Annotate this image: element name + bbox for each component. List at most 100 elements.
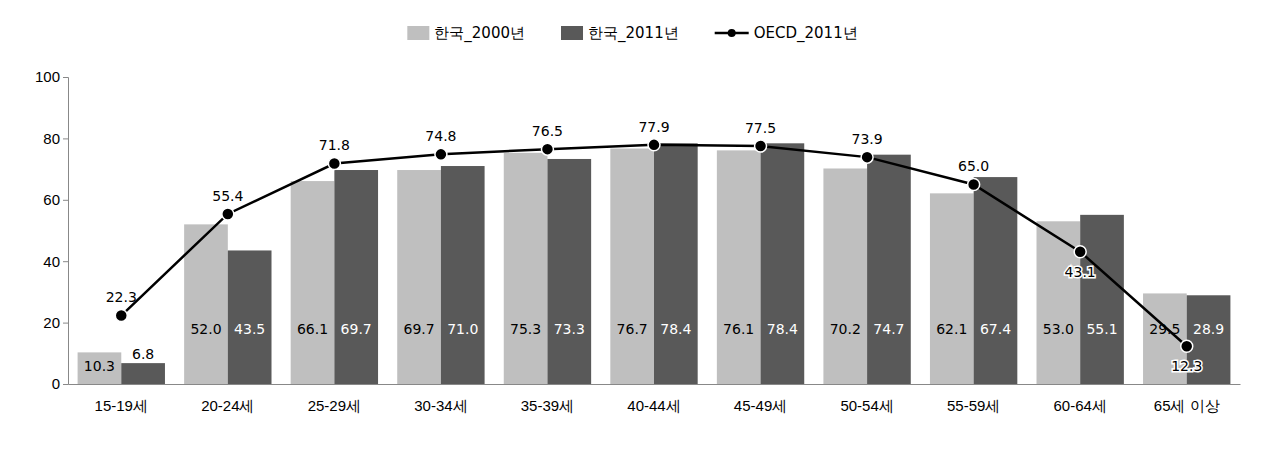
tick: 40-44세 bbox=[627, 397, 680, 414]
legend-swatch bbox=[407, 26, 429, 40]
tick: 0 bbox=[52, 375, 68, 392]
data-label: 77.5 bbox=[745, 120, 776, 136]
bar bbox=[291, 181, 335, 384]
axis-line bbox=[69, 384, 1241, 385]
data-label: 76.1 bbox=[723, 321, 754, 337]
tick-label: 45-49세 bbox=[734, 397, 787, 414]
tick-label: 50-54세 bbox=[840, 397, 893, 414]
marker bbox=[115, 310, 127, 322]
bar-series bbox=[78, 149, 1187, 384]
marker bbox=[1181, 340, 1193, 352]
marker bbox=[222, 208, 234, 220]
tick: 35-39세 bbox=[521, 397, 574, 414]
data-label: 70.2 bbox=[830, 321, 861, 337]
bar bbox=[823, 168, 867, 384]
axis-line bbox=[63, 78, 69, 385]
tick-label: 40-44세 bbox=[627, 397, 680, 414]
data-label: 78.4 bbox=[767, 321, 798, 337]
data-label: 69.7 bbox=[341, 321, 372, 337]
tick: 20-24세 bbox=[201, 397, 254, 414]
tick-label: 25-29세 bbox=[308, 397, 361, 414]
bar bbox=[610, 149, 654, 384]
bar bbox=[441, 166, 485, 384]
tick-label: 80 bbox=[43, 130, 60, 147]
data-label: 10.3 bbox=[84, 358, 115, 374]
tick: 45-49세 bbox=[734, 397, 787, 414]
marker bbox=[755, 140, 767, 152]
tick-label: 65세 이상 bbox=[1154, 397, 1220, 414]
data-label: 12.3 bbox=[1171, 358, 1202, 374]
marker bbox=[328, 158, 340, 170]
data-label: 74.8 bbox=[425, 128, 456, 144]
tick-label: 100 bbox=[35, 68, 60, 85]
data-label: 43.1 bbox=[1065, 264, 1096, 280]
tick-mark bbox=[63, 77, 68, 78]
data-label: 73.9 bbox=[852, 131, 883, 147]
tick-mark bbox=[63, 200, 68, 201]
tick-mark bbox=[63, 138, 68, 139]
bar bbox=[761, 143, 805, 384]
data-label: 76.7 bbox=[617, 321, 648, 337]
data-label: 77.9 bbox=[638, 119, 669, 135]
data-label: 55.1 bbox=[1086, 321, 1117, 337]
tick: 55-59세 bbox=[947, 397, 1000, 414]
plot-marks bbox=[78, 139, 1231, 384]
tick: 30-34세 bbox=[414, 397, 467, 414]
data-label: 55.4 bbox=[212, 188, 243, 204]
tick: 50-54세 bbox=[840, 397, 893, 414]
tick: 40 bbox=[43, 253, 68, 270]
bar bbox=[1080, 215, 1124, 384]
legend-marker bbox=[728, 29, 736, 37]
data-label: 53.0 bbox=[1043, 321, 1074, 337]
data-label: 75.3 bbox=[510, 321, 541, 337]
marker bbox=[435, 148, 447, 160]
tick: 100 bbox=[35, 68, 68, 85]
data-label: 78.4 bbox=[660, 321, 691, 337]
bar bbox=[334, 170, 378, 384]
data-label: 76.5 bbox=[532, 123, 563, 139]
tick-label: 0 bbox=[52, 375, 60, 392]
tick-label: 35-39세 bbox=[521, 397, 574, 414]
data-label: 67.4 bbox=[980, 321, 1011, 337]
tick-label: 55-59세 bbox=[947, 397, 1000, 414]
marker bbox=[1074, 246, 1086, 258]
legend-item: 한국_2011년 bbox=[561, 24, 679, 43]
tick: 25-29세 bbox=[308, 397, 361, 414]
legend-swatch bbox=[561, 26, 583, 40]
bar bbox=[867, 155, 911, 384]
legend-item: 한국_2000년 bbox=[407, 24, 525, 43]
legend-label: 한국_2011년 bbox=[588, 24, 679, 43]
data-label: 28.9 bbox=[1193, 321, 1224, 337]
legend-item: OECD_2011년 bbox=[715, 24, 858, 43]
tick-mark bbox=[63, 261, 68, 262]
data-label: 73.3 bbox=[554, 321, 585, 337]
bar bbox=[78, 352, 122, 384]
legend: 한국_2000년 한국_2011년 OECD_2011년 bbox=[407, 24, 857, 43]
tick-label: 60 bbox=[43, 191, 60, 208]
data-label: 69.7 bbox=[403, 321, 434, 337]
tick: 60 bbox=[43, 191, 68, 208]
tick-label: 20 bbox=[43, 314, 60, 331]
bar bbox=[717, 150, 761, 384]
tick-label: 30-34세 bbox=[414, 397, 467, 414]
tick: 80 bbox=[43, 130, 68, 147]
data-label: 65.0 bbox=[958, 158, 989, 174]
bar bbox=[547, 159, 591, 384]
data-label: 71.0 bbox=[447, 321, 478, 337]
marker bbox=[541, 143, 553, 155]
tick-label: 15-19세 bbox=[95, 397, 148, 414]
data-label: 71.8 bbox=[319, 137, 350, 153]
bar bbox=[397, 170, 441, 384]
data-label: 74.7 bbox=[873, 321, 904, 337]
tick-label: 60-64세 bbox=[1053, 397, 1106, 414]
legend-label: OECD_2011년 bbox=[754, 24, 858, 43]
bar bbox=[504, 153, 548, 384]
data-label: 62.1 bbox=[936, 321, 967, 337]
data-label: 52.0 bbox=[190, 321, 221, 337]
tick-label: 40 bbox=[43, 253, 60, 270]
marker bbox=[861, 151, 873, 163]
y-axis: 0 20 40 60 80 100 bbox=[35, 68, 69, 392]
tick: 20 bbox=[43, 314, 68, 331]
tick-mark bbox=[63, 323, 68, 324]
data-label: 29.5 bbox=[1149, 321, 1180, 337]
